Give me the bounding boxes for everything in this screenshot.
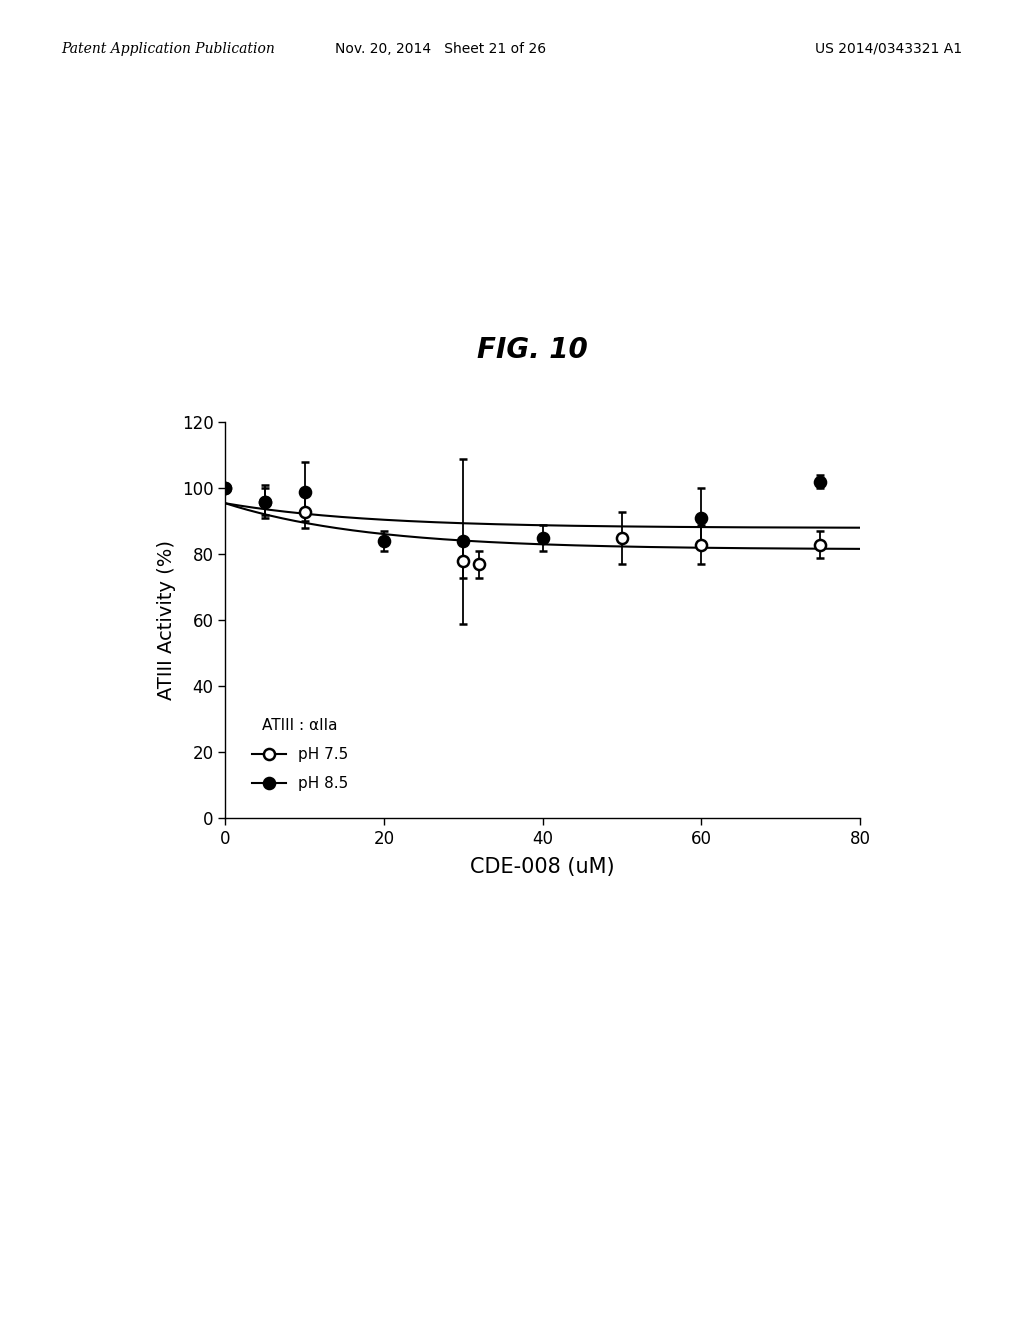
Legend: pH 7.5, pH 8.5: pH 7.5, pH 8.5	[252, 718, 348, 791]
Text: Nov. 20, 2014   Sheet 21 of 26: Nov. 20, 2014 Sheet 21 of 26	[335, 42, 546, 55]
X-axis label: CDE-008 (uM): CDE-008 (uM)	[470, 857, 615, 876]
Text: US 2014/0343321 A1: US 2014/0343321 A1	[815, 42, 963, 55]
Text: FIG. 10: FIG. 10	[477, 335, 588, 364]
Text: Patent Application Publication: Patent Application Publication	[61, 42, 275, 55]
Y-axis label: ATIII Activity (%): ATIII Activity (%)	[157, 540, 176, 701]
